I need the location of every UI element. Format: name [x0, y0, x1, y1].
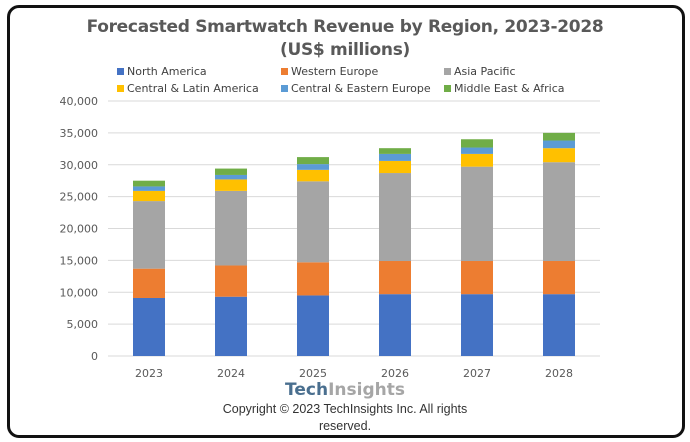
- bar-segment-north-america-2028: [543, 294, 575, 356]
- legend-swatch-asia-pacific: [444, 68, 451, 75]
- legend-label: Central & Latin America: [127, 82, 259, 95]
- x-tick-label: 2026: [381, 367, 409, 380]
- bar-segment-asia-pacific-2024: [215, 190, 247, 266]
- bar-segment-central-eastern-europe-2026: [379, 153, 411, 161]
- bar-segment-middle-east-africa-2026: [379, 148, 411, 154]
- bars: [133, 132, 575, 356]
- logo-insights: Insights: [328, 380, 405, 400]
- bar-segment-asia-pacific-2025: [297, 181, 329, 263]
- copyright-text-line1: Copyright © 2023 TechInsights Inc. All r…: [222, 402, 468, 416]
- legend-label: Western Europe: [291, 65, 379, 78]
- bar-segment-asia-pacific-2027: [461, 166, 493, 262]
- legend-swatch-north-america: [117, 68, 124, 75]
- y-tick-label: 0: [91, 350, 98, 363]
- logo-tech: Tech: [285, 380, 329, 400]
- y-tick-label: 20,000: [60, 223, 99, 236]
- legend-label: North America: [127, 65, 207, 78]
- bar-segment-western-europe-2026: [379, 261, 411, 295]
- x-tick-label: 2024: [217, 367, 245, 380]
- x-tick-label: 2027: [463, 367, 491, 380]
- chart-subtitle: (US$ millions): [279, 40, 411, 60]
- bar-segment-central-latin-america-2023: [133, 190, 165, 202]
- y-tick-label: 30,000: [60, 159, 99, 172]
- bar-segment-north-america-2025: [297, 295, 329, 356]
- bar-segment-middle-east-africa-2028: [543, 132, 575, 141]
- x-tick-label: 2028: [545, 367, 573, 380]
- bar-segment-central-latin-america-2026: [379, 160, 411, 174]
- y-tick-label: 15,000: [60, 254, 99, 267]
- bar-segment-central-latin-america-2028: [543, 148, 575, 163]
- legend-item-western-europe: Western Europe: [281, 65, 378, 78]
- bar-segment-western-europe-2023: [133, 268, 165, 298]
- bar-segment-north-america-2026: [379, 294, 411, 356]
- copyright-text-line2: reserved.: [318, 419, 372, 433]
- legend-item-middle-east-africa: Middle East & Africa: [444, 82, 565, 95]
- bar-segment-western-europe-2027: [461, 261, 493, 295]
- bar-segment-north-america-2027: [461, 294, 493, 356]
- y-axis-ticks: 0 5,000 10,000 15,000 20,000 25,000 30,000 35,0…: [60, 95, 99, 363]
- bar-segment-middle-east-africa-2023: [133, 180, 165, 187]
- legend-swatch-western-europe: [281, 68, 288, 75]
- techinsights-logo: TechInsights: [0, 380, 690, 400]
- y-tick-label: 40,000: [60, 95, 99, 108]
- legend-label: Asia Pacific: [454, 65, 516, 78]
- y-tick-label: 10,000: [60, 286, 99, 299]
- legend-label: Middle East & Africa: [454, 82, 565, 95]
- bar-segment-north-america-2023: [133, 297, 165, 356]
- bar-segment-central-latin-america-2024: [215, 179, 247, 191]
- bar-segment-middle-east-africa-2025: [297, 157, 329, 165]
- bar-segment-middle-east-africa-2027: [461, 139, 493, 148]
- legend-swatch-middle-east-africa: [444, 85, 451, 92]
- legend-swatch-central-latin-america: [117, 85, 124, 92]
- bar-segment-central-eastern-europe-2023: [133, 186, 165, 191]
- y-tick-label: 5,000: [67, 318, 99, 331]
- bar-segment-asia-pacific-2023: [133, 201, 165, 269]
- legend-item-central-eastern-europe: Central & Eastern Europe: [281, 82, 431, 95]
- bar-segment-central-eastern-europe-2024: [215, 174, 247, 180]
- bar-segment-central-latin-america-2027: [461, 153, 493, 167]
- legend-item-asia-pacific: Asia Pacific: [444, 65, 516, 78]
- bar-segment-western-europe-2025: [297, 262, 329, 296]
- bar-segment-asia-pacific-2028: [543, 162, 575, 262]
- x-tick-label: 2023: [135, 367, 163, 380]
- legend-item-north-america: North America: [117, 65, 207, 78]
- legend-label: Central & Eastern Europe: [291, 82, 431, 95]
- chart-title: Forecasted Smartwatch Revenue by Region,…: [86, 17, 604, 37]
- bar-segment-central-eastern-europe-2028: [543, 140, 575, 149]
- bar-segment-central-eastern-europe-2025: [297, 164, 329, 170]
- y-tick-label: 35,000: [60, 127, 99, 140]
- legend-swatch-central-eastern-europe: [281, 85, 288, 92]
- bar-segment-central-eastern-europe-2027: [461, 147, 493, 154]
- y-tick-label: 25,000: [60, 191, 99, 204]
- bar-segment-middle-east-africa-2024: [215, 168, 247, 175]
- bar-segment-central-latin-america-2025: [297, 169, 329, 182]
- gridlines: [108, 100, 600, 357]
- legend-item-central-latin-america: Central & Latin America: [117, 82, 259, 95]
- bar-segment-western-europe-2024: [215, 265, 247, 297]
- x-tick-label: 2025: [299, 367, 327, 380]
- x-axis-ticks: 2023 2024 2025 2026 2027 2028: [135, 367, 573, 380]
- bar-segment-asia-pacific-2026: [379, 173, 411, 262]
- bar-segment-north-america-2024: [215, 296, 247, 356]
- bar-segment-western-europe-2028: [543, 261, 575, 295]
